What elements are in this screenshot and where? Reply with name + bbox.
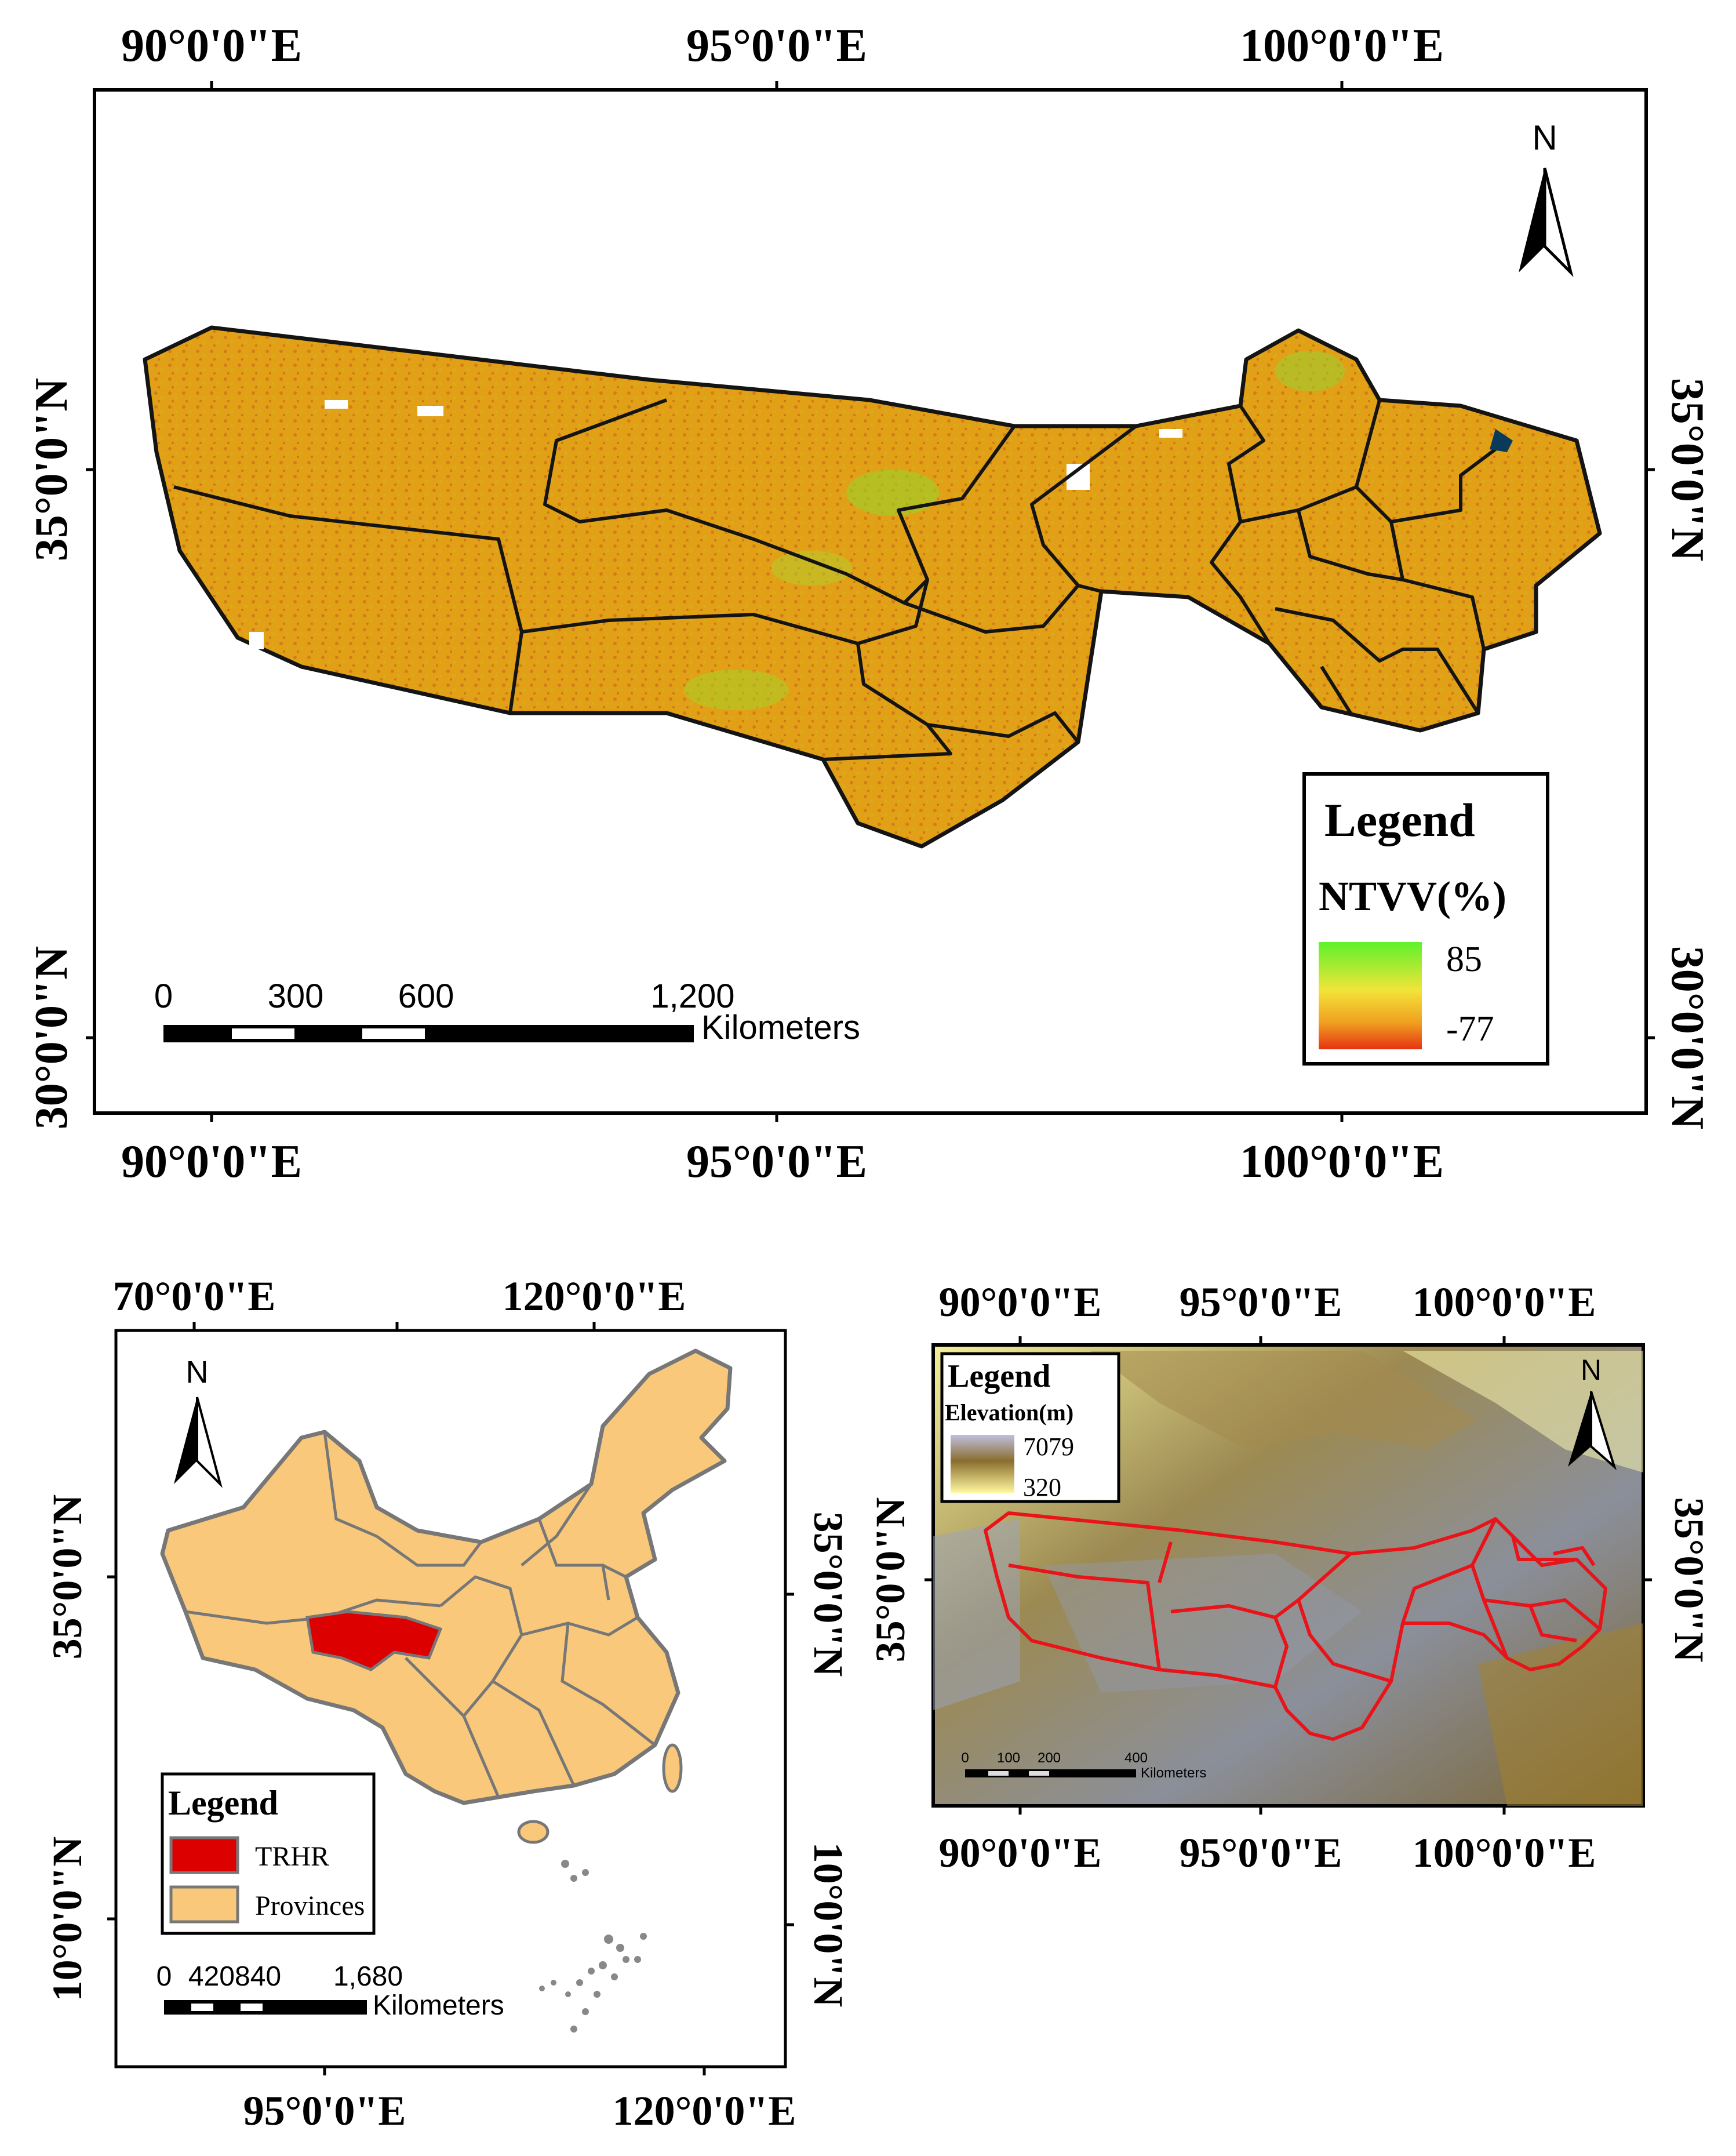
province-boundaries — [185, 1431, 656, 1798]
county-boundaries — [173, 398, 1508, 761]
scalebar-tick: 400 — [1124, 1750, 1148, 1766]
elevation-color-ramp — [951, 1435, 1014, 1493]
china-right-lat-label: 35°0'0"N — [805, 1512, 851, 1677]
elevation-map: 90°0'0"E 95°0'0"E 100°0'0"E 90°0'0"E 95°… — [867, 1279, 1712, 1876]
trhr-ntvv-raster — [143, 325, 1602, 849]
scalebar-tick: 420840 — [188, 1961, 281, 1992]
elev-top-lon-label: 100°0'0"E — [1413, 1279, 1596, 1325]
provinces-swatch — [169, 1885, 239, 1924]
ntvv-min-label: -77 — [1446, 1009, 1494, 1049]
nodata-spot — [417, 406, 443, 416]
trhr-legend-label: TRHR — [255, 1841, 329, 1872]
nodata-spot — [1159, 429, 1182, 438]
china-left-lat-label: 10°0'0"N — [44, 1837, 90, 2002]
china-legend: Legend TRHR Provinces — [161, 1772, 376, 1935]
main-top-lon-label: 100°0'0"E — [1240, 20, 1444, 71]
main-right-lat-label: 30°0'0"N — [1662, 946, 1713, 1129]
elevation-max-label: 7079 — [1023, 1433, 1074, 1461]
taiwan — [662, 1743, 683, 1793]
main-map-ticks — [86, 81, 1655, 1122]
main-left-lat-label: 35°0'0"N — [26, 378, 77, 561]
scalebar-tick: 0 — [961, 1750, 969, 1766]
elevation-legend-title: Legend — [948, 1358, 1050, 1394]
trhr-china — [305, 1610, 443, 1671]
nodata-spot — [249, 632, 264, 649]
elev-bottom-lon-label: 100°0'0"E — [1413, 1830, 1596, 1876]
scalebar-tick: 1,680 — [333, 1961, 403, 1992]
lake — [1490, 429, 1513, 452]
china-north-arrow: N — [174, 1355, 223, 1488]
trhr-elevation-outline — [984, 1511, 1607, 1741]
scalebar-unit: Kilometers — [1141, 1765, 1206, 1781]
main-bottom-lon-label: 95°0'0"E — [686, 1136, 867, 1187]
scalebar-tick: 300 — [268, 977, 324, 1015]
north-arrow-icon — [1519, 168, 1545, 272]
scalebar-tick: 200 — [1038, 1750, 1061, 1766]
trhr-swatch — [169, 1836, 239, 1874]
elevation-legend-variable: Elevation(m) — [945, 1399, 1073, 1426]
green-patch — [684, 670, 788, 710]
china-bottom-lon-label: 95°0'0"E — [243, 2088, 406, 2134]
main-bottom-lon-label: 90°0'0"E — [121, 1136, 302, 1187]
china-map: 70°0'0"E 120°0'0"E 95°0'0"E 120°0'0"E 35… — [44, 1273, 851, 2134]
scalebar-tick: 1,200 — [650, 977, 734, 1015]
main-legend: Legend NTVV(%) 85 -77 — [1302, 772, 1549, 1066]
china-scalebar: 0 420840 1,680 Kilometers — [157, 1961, 504, 2021]
main-top-lon-label: 90°0'0"E — [121, 20, 302, 71]
scalebar-tick: 0 — [154, 977, 173, 1015]
green-patch — [846, 470, 939, 516]
main-north-arrow: N — [1519, 118, 1574, 278]
elev-top-lon-label: 90°0'0"E — [939, 1279, 1102, 1325]
elev-bottom-lon-label: 95°0'0"E — [1180, 1830, 1342, 1876]
main-map: 90°0'0"E 95°0'0"E 100°0'0"E 90°0'0"E 95°… — [26, 20, 1713, 1187]
china-left-lat-label: 35°0'0"N — [44, 1495, 90, 1660]
elev-left-lat-label: 35°0'0"N — [867, 1497, 914, 1663]
hainan — [517, 1820, 549, 1844]
elev-right-lat-label: 35°0'0"N — [1666, 1497, 1712, 1663]
scalebar-tick: 0 — [157, 1961, 172, 1992]
elevation-legend: Legend Elevation(m) 7079 320 — [940, 1352, 1120, 1503]
main-top-lon-label: 95°0'0"E — [686, 20, 867, 71]
scalebar-tick: 600 — [398, 977, 454, 1015]
nodata-spot — [325, 400, 348, 409]
elev-top-lon-label: 95°0'0"E — [1180, 1279, 1342, 1325]
north-arrow-icon — [174, 1397, 197, 1484]
china-right-lat-label: 10°0'0"N — [805, 1842, 851, 2008]
china-top-lon-label: 120°0'0"E — [503, 1273, 686, 1319]
south-sea-islands — [539, 1860, 647, 2033]
main-bottom-lon-label: 100°0'0"E — [1240, 1136, 1444, 1187]
north-arrow-icon — [1568, 1391, 1591, 1467]
main-right-lat-label: 35°0'0"N — [1662, 378, 1713, 561]
china-bottom-lon-label: 120°0'0"E — [613, 2088, 796, 2134]
main-legend-title: Legend — [1324, 794, 1475, 846]
north-label: N — [1532, 118, 1557, 157]
provinces-legend-label: Provinces — [255, 1890, 365, 1921]
scalebar-unit: Kilometers — [701, 1009, 860, 1046]
main-left-lat-label: 30°0'0"N — [26, 946, 77, 1129]
china-legend-title: Legend — [168, 1784, 278, 1822]
main-legend-variable: NTVV(%) — [1319, 873, 1506, 919]
north-label: N — [186, 1355, 209, 1390]
elevation-north-arrow: N — [1568, 1354, 1617, 1471]
china-top-lon-label: 70°0'0"E — [113, 1273, 276, 1319]
scalebar-unit: Kilometers — [373, 1990, 504, 2021]
green-patch — [771, 551, 852, 586]
elevation-legend-box — [940, 1352, 1120, 1503]
elevation-scalebar: 0 100 200 400 Kilometers — [961, 1750, 1206, 1781]
scalebar-tick: 100 — [997, 1750, 1020, 1766]
green-patch — [1275, 351, 1345, 391]
elevation-min-label: 320 — [1023, 1473, 1061, 1501]
north-label: N — [1581, 1354, 1602, 1386]
elev-bottom-lon-label: 90°0'0"E — [939, 1830, 1102, 1876]
main-scalebar: 0 300 600 1,200 Kilometers — [154, 977, 860, 1046]
ntvv-color-ramp — [1319, 942, 1422, 1049]
ntvv-max-label: 85 — [1446, 940, 1482, 979]
